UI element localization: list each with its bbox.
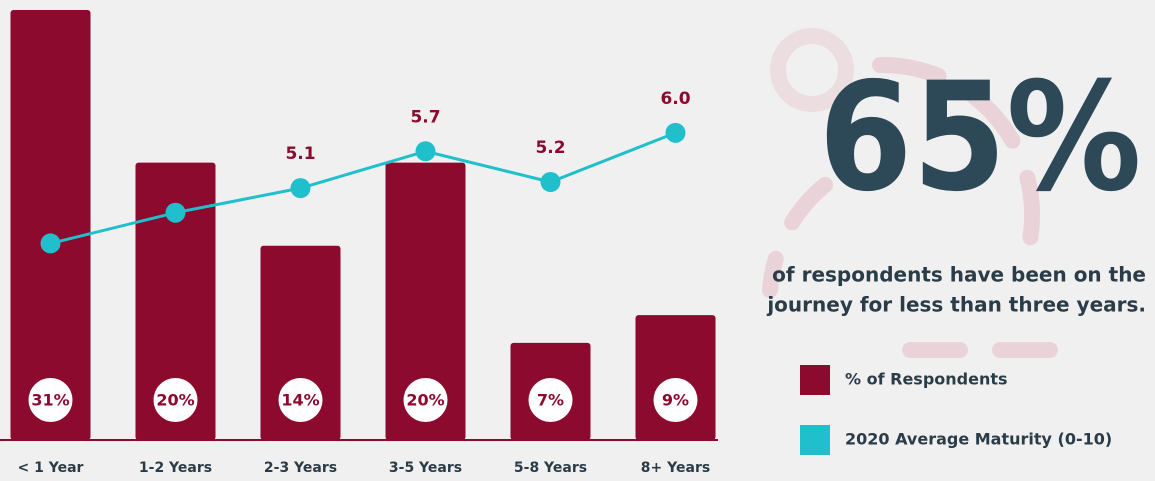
x-tick-label: 3-5 Years — [389, 460, 462, 476]
line-value-label: 5.1 — [285, 144, 315, 164]
x-tick-label: < 1 Year — [18, 460, 84, 476]
line-value-label: 4.7 — [160, 169, 190, 189]
line-point — [665, 122, 686, 143]
callout-text: of respondents have been on the — [772, 263, 1146, 287]
line-point — [40, 233, 61, 254]
bar — [135, 162, 216, 441]
decoration — [762, 28, 1058, 358]
line-value-label: 5.2 — [535, 138, 565, 158]
line — [50, 131, 677, 245]
line-point — [540, 172, 561, 192]
label-badge — [278, 378, 323, 422]
legend-label: 2020 Average Maturity (0-10) — [845, 430, 1112, 449]
line-value-label: 4.2 — [35, 199, 65, 219]
legend-swatch — [800, 425, 830, 455]
x-tick-label: 2-3 Years — [264, 460, 337, 476]
bar-value-label: 14% — [281, 391, 319, 410]
label-badge — [403, 378, 448, 422]
line-point — [165, 202, 186, 223]
label-badge — [528, 378, 573, 422]
bar-value-label: 20% — [156, 391, 194, 410]
x-tick-label: 5-8 Years — [514, 460, 587, 476]
bar-value-label: 7% — [537, 391, 564, 410]
line-value-label: 5.7 — [410, 107, 440, 127]
line-value-label: 6.0 — [660, 89, 690, 109]
bar-value-label: 9% — [662, 391, 689, 410]
legend-swatch — [800, 365, 830, 395]
bar-value-label: 31% — [31, 391, 69, 410]
bar — [10, 10, 91, 440]
bar — [385, 162, 466, 441]
line-point — [415, 141, 436, 162]
x-tick-label: 1-2 Years — [139, 460, 212, 476]
label-badge — [653, 378, 698, 422]
label-badge — [28, 378, 73, 422]
bar-value-label: 20% — [406, 391, 444, 410]
callout-text: journey for less than three years. — [766, 293, 1146, 317]
callout-stat: 65% — [819, 51, 1142, 225]
line-point — [290, 178, 311, 199]
legend-label: % of Respondents — [845, 370, 1008, 389]
x-tick-label: 8+ Years — [641, 460, 710, 476]
label-badge — [153, 378, 198, 422]
